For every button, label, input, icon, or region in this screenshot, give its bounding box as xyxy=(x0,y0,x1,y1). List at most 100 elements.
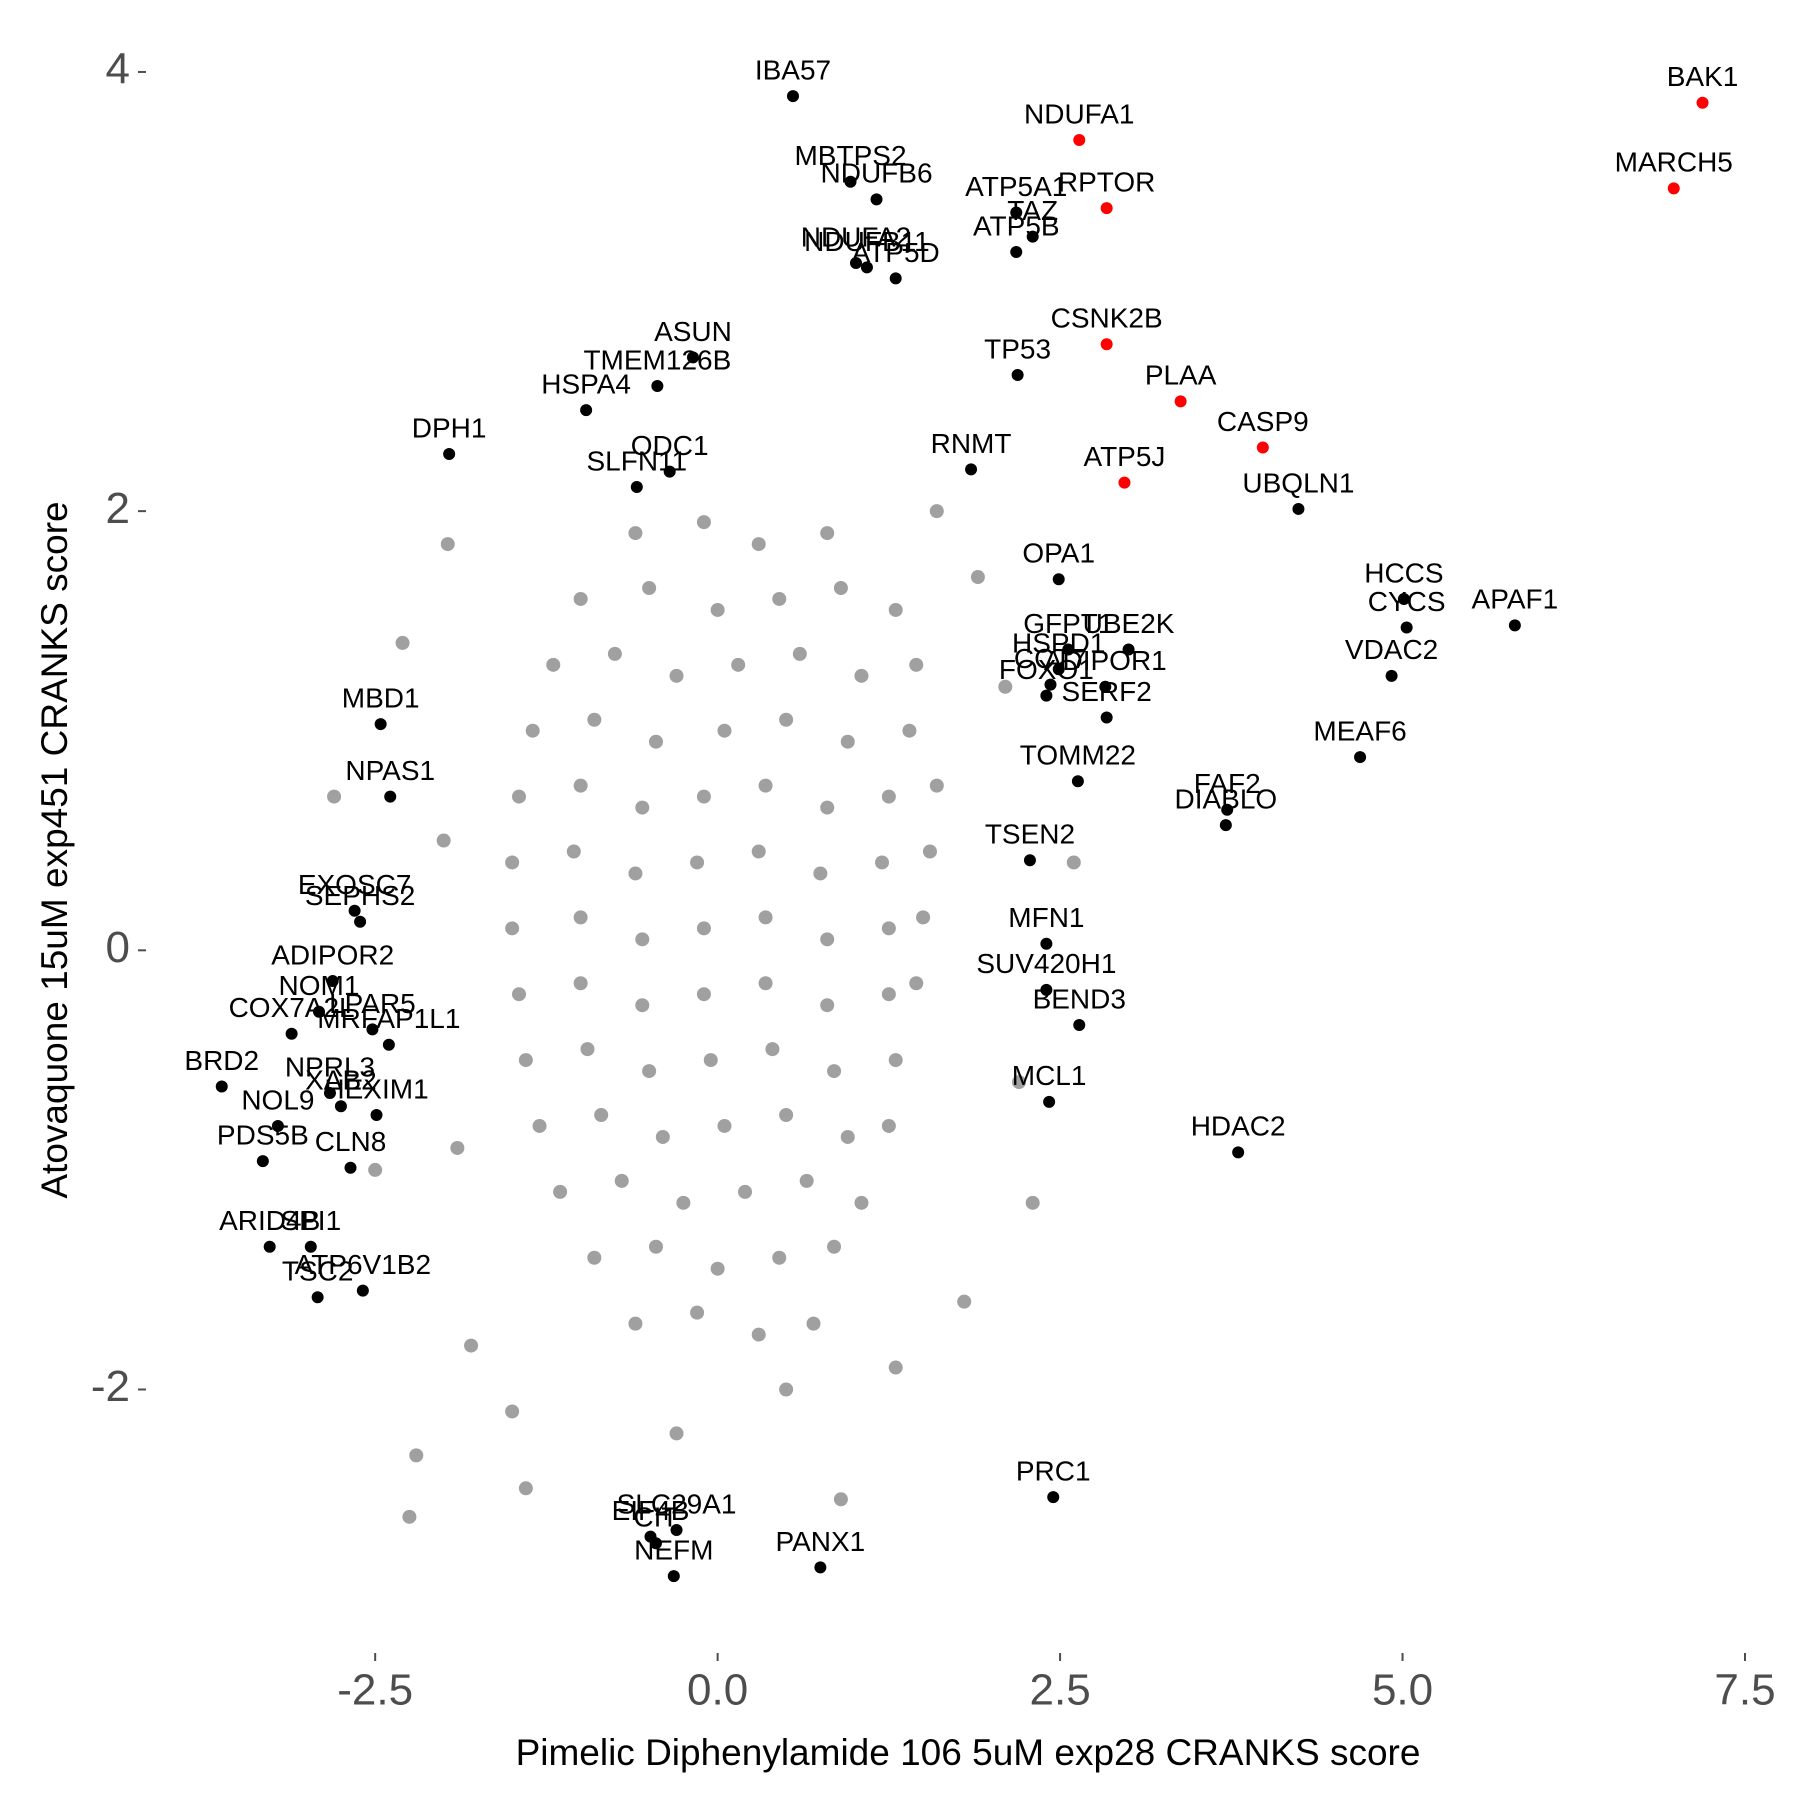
point xyxy=(313,1005,326,1018)
point-label: XAB2 xyxy=(305,1065,377,1096)
point xyxy=(870,193,883,206)
point xyxy=(840,734,855,749)
point-label: CASP9 xyxy=(1217,406,1309,437)
point xyxy=(1100,711,1113,724)
point xyxy=(875,855,890,870)
point xyxy=(580,1042,595,1057)
point xyxy=(806,1316,821,1331)
point xyxy=(696,789,711,804)
point xyxy=(758,910,773,925)
point xyxy=(779,1382,794,1397)
point xyxy=(686,351,699,364)
point-label: BRD2 xyxy=(184,1045,259,1076)
point xyxy=(1385,669,1398,682)
point xyxy=(844,175,857,188)
point xyxy=(614,1173,629,1188)
point xyxy=(881,987,896,1002)
point xyxy=(532,1118,547,1133)
point-label: BEND3 xyxy=(1033,983,1126,1014)
point-label: VDAC2 xyxy=(1345,634,1438,665)
point-label: SPI1 xyxy=(280,1205,341,1236)
point xyxy=(348,904,361,917)
point xyxy=(1010,246,1023,259)
point-label: NDUFB11 xyxy=(804,226,930,257)
point xyxy=(916,910,931,925)
y-tick-label: -2 xyxy=(91,1362,130,1411)
point xyxy=(799,1173,814,1188)
y-tick-label: 4 xyxy=(106,45,130,94)
point xyxy=(384,790,397,803)
point-label: TSEN2 xyxy=(985,819,1075,850)
point xyxy=(1221,803,1234,816)
point xyxy=(1011,368,1024,381)
point xyxy=(304,1240,317,1253)
point xyxy=(669,668,684,683)
point xyxy=(546,657,561,672)
point xyxy=(751,537,766,552)
point xyxy=(929,504,944,519)
point-label: PLAA xyxy=(1145,360,1217,391)
point xyxy=(1073,134,1086,147)
point xyxy=(655,1129,670,1144)
point xyxy=(670,1524,683,1537)
point xyxy=(450,1140,465,1155)
point xyxy=(642,580,657,595)
point xyxy=(1047,1491,1060,1504)
point xyxy=(1040,689,1053,702)
point xyxy=(772,1250,787,1265)
point xyxy=(594,1108,609,1123)
point xyxy=(690,855,705,870)
point xyxy=(786,90,799,103)
point xyxy=(443,448,456,461)
point-label: HSPA4 xyxy=(541,369,631,400)
point xyxy=(696,987,711,1002)
point xyxy=(354,915,367,928)
point-label: PRC1 xyxy=(1016,1455,1091,1486)
point-label: RPTOR xyxy=(1058,166,1156,197)
point-label: DIABLO xyxy=(1174,784,1277,815)
point xyxy=(648,734,663,749)
point xyxy=(731,657,746,672)
point xyxy=(820,526,835,541)
point xyxy=(1508,619,1521,632)
point xyxy=(573,778,588,793)
point xyxy=(628,866,643,881)
point xyxy=(881,1118,896,1133)
point xyxy=(703,1053,718,1068)
point xyxy=(327,789,342,804)
point xyxy=(395,635,410,650)
point-label: MARCH5 xyxy=(1615,147,1733,178)
point xyxy=(505,1404,520,1419)
point xyxy=(909,976,924,991)
point xyxy=(436,833,451,848)
point-label: ODC1 xyxy=(631,430,709,461)
point-label: DPH1 xyxy=(412,412,487,443)
point xyxy=(1025,1195,1040,1210)
point xyxy=(635,932,650,947)
point xyxy=(854,1195,869,1210)
point xyxy=(1044,678,1057,691)
point xyxy=(965,463,978,476)
point xyxy=(881,921,896,936)
point-label: MRFAP1L1 xyxy=(317,1003,460,1034)
point xyxy=(635,998,650,1013)
point xyxy=(1011,1075,1026,1090)
point xyxy=(813,866,828,881)
point xyxy=(1400,621,1413,634)
point xyxy=(1100,338,1113,351)
point xyxy=(738,1184,753,1199)
point-label: FOXO1 xyxy=(999,654,1094,685)
point-label: HCCS xyxy=(1364,557,1443,588)
point xyxy=(758,778,773,793)
point xyxy=(518,1481,533,1496)
point-label: ATP5B xyxy=(973,210,1060,241)
point xyxy=(573,910,588,925)
x-tick-label: 5.0 xyxy=(1372,1666,1433,1715)
point xyxy=(676,1195,691,1210)
point xyxy=(215,1080,228,1093)
point xyxy=(758,976,773,991)
point xyxy=(696,921,711,936)
point xyxy=(642,1064,657,1079)
point xyxy=(326,975,339,988)
point xyxy=(827,1064,842,1079)
